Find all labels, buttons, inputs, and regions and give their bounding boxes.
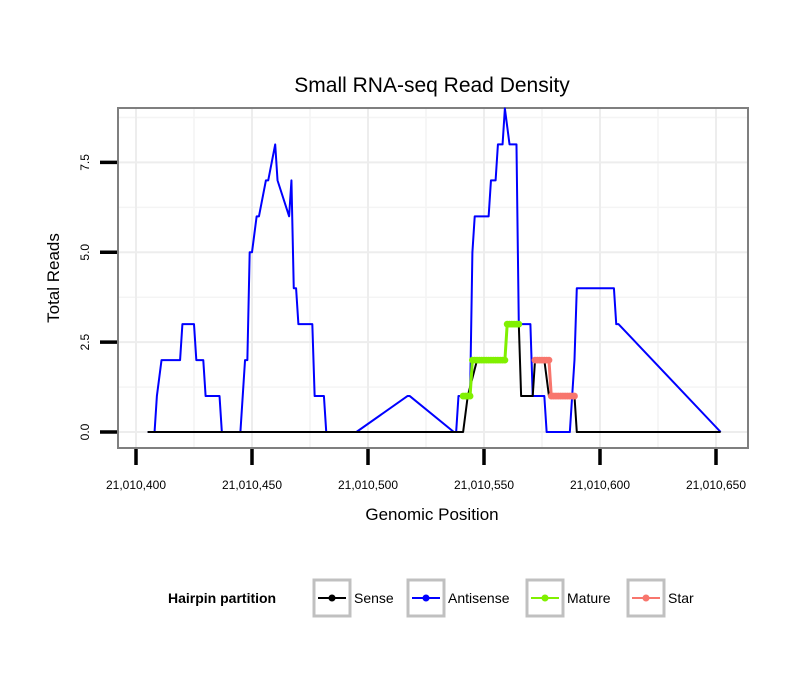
x-tick-label: 21,010,400 [106,478,166,492]
legend-key-point [422,594,430,602]
legend-item-sense: Sense [312,578,394,618]
point-star [571,392,578,400]
legend-key-point [328,594,336,602]
legend-item-mature: Mature [525,578,611,618]
point-mature [501,356,509,364]
point-mature [515,320,523,328]
y-tick-label: 2.5 [78,333,92,350]
chart-title: Small RNA-seq Read Density [294,74,570,97]
y-tick-label: 7.5 [78,154,92,171]
legend-key-point [642,594,650,602]
x-tick-label: 21,010,650 [686,478,746,492]
y-axis-title: Total Reads [44,233,63,323]
x-tick-label: 21,010,550 [454,478,514,492]
legend-item-star: Star [626,578,694,618]
legend: Hairpin partition Sense Antisense Mature St… [168,578,694,618]
plot-panel [117,107,749,449]
legend-label: Antisense [448,590,510,606]
legend-label: Sense [354,590,394,606]
legend-label: Mature [567,590,611,606]
legend-item-antisense: Antisense [406,578,510,618]
legend-title: Hairpin partition [168,590,276,606]
point-star [545,356,553,364]
y-tick-label: 5.0 [78,244,92,261]
x-tick-label: 21,010,600 [570,478,630,492]
x-tick-label: 21,010,450 [222,478,282,492]
point-mature [466,392,474,400]
x-axis-title: Genomic Position [365,505,498,524]
legend-label: Star [668,590,694,606]
axes-layer: 21,010,400 21,010,450 21,010,500 21,010,550… [78,154,746,492]
series-layer [147,107,722,433]
legend-key-point [541,594,549,602]
y-tick-label: 0.0 [78,423,92,440]
x-tick-label: 21,010,500 [338,478,398,492]
grid-lines [119,109,747,447]
